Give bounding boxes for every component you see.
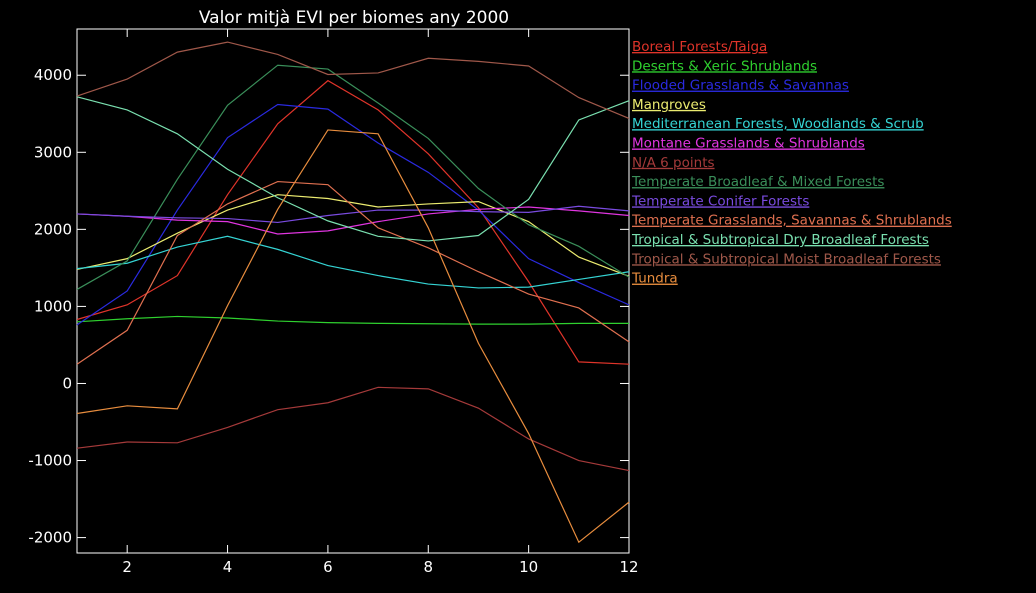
series-line-12 xyxy=(76,129,630,544)
legend-item: Montane Grasslands & Shrublands xyxy=(632,136,865,152)
series-line-2 xyxy=(76,103,630,326)
y-tick-label: 4000 xyxy=(34,66,72,84)
x-tick-label: 8 xyxy=(423,558,433,576)
series-line-11 xyxy=(76,41,630,119)
series-lines xyxy=(76,41,630,544)
legend-item: Deserts & Xeric Shrublands xyxy=(632,58,817,74)
legend: Boreal Forests/Taiga Deserts & Xeric Shr… xyxy=(631,39,952,287)
legend-item: Tundra xyxy=(631,271,678,287)
y-tick-label: 1000 xyxy=(34,297,72,315)
x-tick-label: 4 xyxy=(223,558,233,576)
x-tick-label: 2 xyxy=(122,558,132,576)
legend-item: N/A 6 points xyxy=(632,155,715,171)
series-line-7 xyxy=(76,64,630,290)
legend-item: Temperate Broadleaf & Mixed Forests xyxy=(631,174,884,190)
series-line-1 xyxy=(76,315,629,325)
series-line-9 xyxy=(76,180,630,365)
legend-item: Tropical & Subtropical Dry Broadleaf For… xyxy=(631,232,929,248)
legend-item: Mangroves xyxy=(632,97,706,113)
legend-item: Flooded Grasslands & Savannas xyxy=(632,78,849,94)
y-tick-label: 0 xyxy=(62,374,72,392)
x-tick-label: 10 xyxy=(519,558,538,576)
legend-item: Boreal Forests/Taiga xyxy=(632,39,767,55)
series-line-10 xyxy=(76,96,630,242)
legend-item: Temperate Grasslands, Savannas & Shrubla… xyxy=(631,213,952,229)
y-tick-label: 3000 xyxy=(34,143,72,161)
y-tick-label: -1000 xyxy=(28,452,72,470)
series-line-6 xyxy=(76,386,630,472)
y-tick-label: -2000 xyxy=(28,529,72,547)
series-line-3 xyxy=(76,194,630,277)
x-tick-label: 12 xyxy=(619,558,638,576)
series-line-5 xyxy=(76,206,630,235)
series-line-4 xyxy=(76,235,630,289)
series-line-0 xyxy=(76,79,630,365)
axes: 2 4 6 8 10 12 -2000 -1000 0 1000 2000 3000 4000 xyxy=(28,29,639,576)
chart-title: Valor mitjà EVI per biomes any 2000 xyxy=(199,8,509,28)
x-tick-label: 6 xyxy=(323,558,333,576)
legend-item: Temperate Conifer Forests xyxy=(631,193,809,209)
series-line-8 xyxy=(76,205,630,224)
plot-frame xyxy=(76,28,630,554)
legend-item: Mediterranean Forests, Woodlands & Scrub xyxy=(632,116,924,132)
legend-item: Tropical & Subtropical Moist Broadleaf F… xyxy=(631,251,941,267)
y-tick-label: 2000 xyxy=(34,220,72,238)
